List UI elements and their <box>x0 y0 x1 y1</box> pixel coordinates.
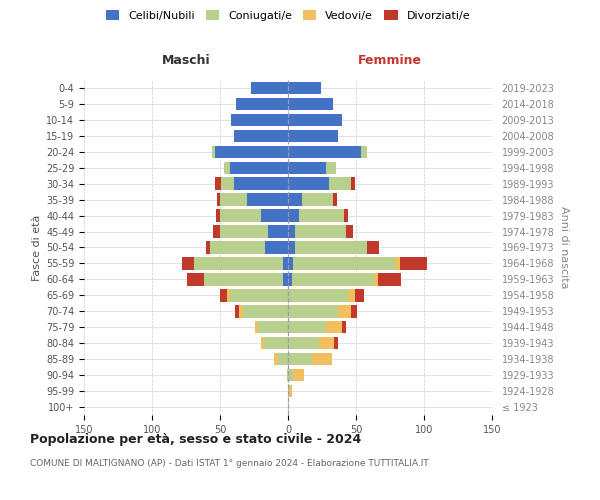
Bar <box>215 146 288 158</box>
Bar <box>283 257 288 270</box>
Bar <box>288 98 333 110</box>
Bar <box>230 289 288 302</box>
Bar <box>268 226 288 238</box>
Bar <box>211 242 265 254</box>
Bar <box>227 289 230 302</box>
Bar <box>194 257 283 270</box>
Bar <box>295 226 346 238</box>
Bar <box>288 82 320 94</box>
Bar <box>288 130 338 142</box>
Bar <box>263 337 288 349</box>
Bar <box>203 273 283 285</box>
Bar <box>288 178 329 190</box>
Bar <box>288 401 289 413</box>
Bar <box>288 194 302 206</box>
Bar <box>231 114 288 126</box>
Bar <box>288 226 295 238</box>
Bar <box>236 98 288 110</box>
Bar <box>256 321 258 334</box>
Bar <box>213 226 220 238</box>
Bar <box>182 257 194 270</box>
Bar <box>348 289 355 302</box>
Bar <box>216 210 220 222</box>
Bar <box>343 321 346 334</box>
Bar <box>288 273 292 285</box>
Bar <box>288 242 295 254</box>
Bar <box>334 337 338 349</box>
Bar <box>293 257 395 270</box>
Y-axis label: Fasce di età: Fasce di età <box>32 214 42 280</box>
Bar <box>243 305 288 318</box>
Bar <box>288 353 313 366</box>
Bar <box>235 305 239 318</box>
Bar <box>293 369 304 382</box>
Bar <box>212 146 215 158</box>
Bar <box>378 273 401 285</box>
Bar <box>233 130 288 142</box>
Legend: Celibi/Nubili, Coniugati/e, Vedovi/e, Divorziati/e: Celibi/Nubili, Coniugati/e, Vedovi/e, Di… <box>104 8 472 24</box>
Bar <box>292 273 374 285</box>
Bar <box>355 289 364 302</box>
Bar <box>289 385 292 398</box>
Bar <box>278 353 288 366</box>
Bar <box>374 273 378 285</box>
Bar <box>220 289 227 302</box>
Bar <box>220 226 268 238</box>
Bar <box>319 337 334 349</box>
Bar <box>220 210 261 222</box>
Bar <box>258 321 288 334</box>
Bar <box>329 178 350 190</box>
Bar <box>288 289 348 302</box>
Bar <box>338 305 350 318</box>
Bar <box>395 257 400 270</box>
Bar <box>333 194 337 206</box>
Text: Femmine: Femmine <box>358 54 422 67</box>
Bar <box>367 242 379 254</box>
Bar <box>326 162 335 174</box>
Bar <box>344 210 348 222</box>
Bar <box>361 146 367 158</box>
Bar <box>287 369 288 382</box>
Bar <box>288 162 326 174</box>
Bar <box>265 242 288 254</box>
Bar <box>230 162 288 174</box>
Bar <box>187 273 203 285</box>
Bar <box>224 162 230 174</box>
Bar <box>302 194 333 206</box>
Bar <box>221 178 233 190</box>
Bar <box>261 337 263 349</box>
Bar <box>283 273 288 285</box>
Bar <box>350 305 358 318</box>
Bar <box>288 257 293 270</box>
Bar <box>251 82 288 94</box>
Bar <box>288 337 319 349</box>
Bar <box>350 178 355 190</box>
Bar <box>326 321 343 334</box>
Bar <box>288 210 299 222</box>
Bar <box>288 114 343 126</box>
Bar <box>215 178 221 190</box>
Bar <box>239 305 243 318</box>
Bar <box>288 369 293 382</box>
Bar <box>261 210 288 222</box>
Bar <box>274 353 278 366</box>
Bar <box>288 305 338 318</box>
Text: COMUNE DI MALTIGNANO (AP) - Dati ISTAT 1° gennaio 2024 - Elaborazione TUTTITALIA: COMUNE DI MALTIGNANO (AP) - Dati ISTAT 1… <box>30 459 429 468</box>
Bar <box>288 385 289 398</box>
Text: Maschi: Maschi <box>161 54 211 67</box>
Bar <box>233 178 288 190</box>
Bar <box>295 242 367 254</box>
Bar <box>288 146 361 158</box>
Bar <box>247 194 288 206</box>
Bar <box>217 194 220 206</box>
Text: Popolazione per età, sesso e stato civile - 2024: Popolazione per età, sesso e stato civil… <box>30 432 361 446</box>
Y-axis label: Anni di nascita: Anni di nascita <box>559 206 569 288</box>
Bar <box>346 226 353 238</box>
Bar <box>313 353 332 366</box>
Bar <box>288 321 326 334</box>
Bar <box>220 194 247 206</box>
Bar <box>206 242 211 254</box>
Bar <box>400 257 427 270</box>
Bar <box>299 210 344 222</box>
